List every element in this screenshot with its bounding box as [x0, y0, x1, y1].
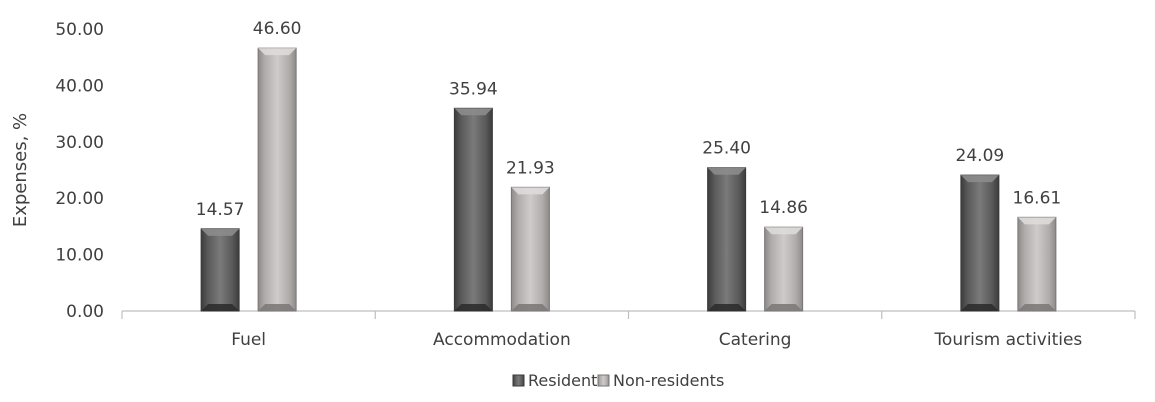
bar-bevel-top: [707, 167, 746, 175]
y-tick-label: 50.00: [55, 20, 104, 40]
y-tick-label: 40.00: [55, 76, 104, 96]
data-label: 46.60: [253, 19, 302, 39]
legend-label: Residents: [528, 371, 606, 390]
y-tick-label: 10.00: [55, 246, 104, 266]
x-tick-label: Tourism activities: [933, 330, 1082, 350]
legend-label: Non-residents: [613, 371, 724, 390]
bar-body: [707, 167, 747, 312]
bar-non-residents: [257, 47, 297, 312]
bar-bevel-top: [764, 227, 803, 235]
legend-swatch: [597, 374, 610, 387]
bar-bevel-top: [960, 175, 999, 183]
bar-bevel-top: [201, 228, 240, 236]
x-tick-label: Catering: [719, 330, 792, 350]
y-tick-label: 20.00: [55, 189, 104, 209]
x-tick-label: Fuel: [231, 330, 266, 350]
legend-swatch: [512, 374, 525, 387]
bar-body: [453, 107, 493, 312]
bar-residents: [707, 167, 747, 312]
bar-body: [960, 174, 1000, 312]
bar-body: [764, 226, 804, 312]
bar-bevel-top: [454, 108, 493, 116]
data-label: 16.61: [1013, 188, 1062, 208]
bar-bevel-bottom: [764, 304, 803, 311]
bar-body: [1017, 216, 1057, 312]
bar-bevel-top: [511, 187, 550, 195]
data-label: 14.57: [196, 200, 245, 220]
bar-bevel-bottom: [258, 304, 297, 311]
y-tick-label: 30.00: [55, 133, 104, 153]
bar-non-residents: [764, 226, 804, 312]
bar-body: [257, 47, 297, 312]
bar-residents: [200, 228, 240, 312]
y-axis-title: Expenses, %: [10, 113, 31, 227]
bars: [200, 47, 1057, 312]
bar-bevel-bottom: [1017, 304, 1056, 311]
bar-bevel-top: [1017, 217, 1056, 225]
bar-bevel-bottom: [707, 304, 746, 311]
data-label: 25.40: [702, 139, 751, 159]
bar-body: [200, 228, 240, 312]
legend-item-non-residents: Non-residents: [597, 371, 724, 390]
bar-residents: [453, 107, 493, 312]
bar-bevel-bottom: [960, 304, 999, 311]
legend-item-residents: Residents: [512, 371, 606, 390]
x-tick-label: Accommodation: [433, 330, 571, 350]
y-tick-label: 0.00: [66, 302, 104, 322]
data-label: 24.09: [956, 146, 1005, 166]
bar-non-residents: [510, 186, 550, 312]
bar-bevel-bottom: [454, 304, 493, 311]
legend: Residents Non-residents: [512, 371, 724, 390]
bar-residents: [960, 174, 1000, 312]
bar-non-residents: [1017, 216, 1057, 312]
bar-body: [510, 186, 550, 312]
bar-bevel-bottom: [511, 304, 550, 311]
data-label: 14.86: [759, 198, 808, 218]
bar-bevel-bottom: [201, 304, 240, 311]
data-labels: 14.57 46.60 35.94 21.93 25.40 14.86 24.09 16.61: [196, 19, 1061, 220]
data-label: 21.93: [506, 158, 555, 178]
data-label: 35.94: [449, 79, 498, 99]
bar-bevel-top: [258, 48, 297, 56]
